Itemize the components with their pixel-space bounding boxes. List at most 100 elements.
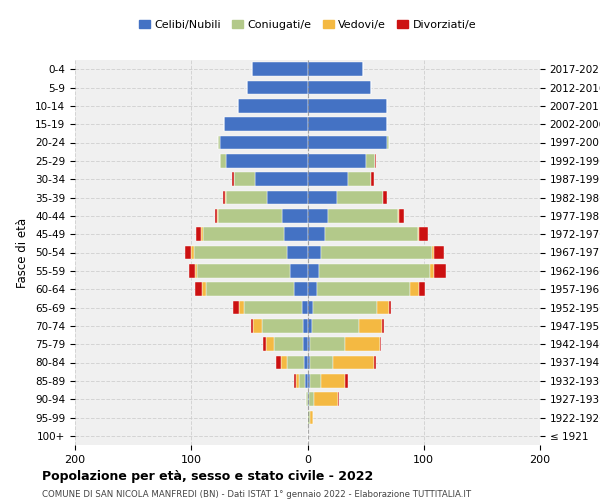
Bar <box>226 190 267 204</box>
Bar <box>225 190 226 204</box>
Bar <box>239 300 244 314</box>
Bar <box>308 300 313 314</box>
Bar <box>195 282 202 296</box>
Bar <box>185 246 191 260</box>
Bar <box>308 62 364 76</box>
Bar <box>380 338 381 351</box>
Bar <box>195 264 197 278</box>
Legend: Celibi/Nubili, Coniugati/e, Vedovi/e, Divorziati/e: Celibi/Nubili, Coniugati/e, Vedovi/e, Di… <box>134 16 481 34</box>
Bar <box>308 172 348 186</box>
Bar <box>226 154 308 168</box>
Bar <box>314 392 338 406</box>
Bar <box>419 228 428 241</box>
Bar <box>308 154 365 168</box>
Bar <box>434 264 446 278</box>
Bar <box>218 209 282 222</box>
Bar <box>386 136 389 149</box>
Bar <box>308 319 312 332</box>
Bar <box>220 136 308 149</box>
Bar <box>389 300 391 314</box>
Bar <box>308 374 310 388</box>
Bar <box>308 282 317 296</box>
Bar <box>296 374 299 388</box>
Bar <box>234 172 255 186</box>
Bar <box>418 228 419 241</box>
Bar <box>282 209 308 222</box>
Bar <box>302 300 308 314</box>
Bar <box>224 118 308 131</box>
Bar <box>281 356 287 370</box>
Bar <box>310 338 344 351</box>
Bar <box>262 319 303 332</box>
Bar <box>410 282 419 296</box>
Bar <box>284 228 308 241</box>
Bar <box>287 356 304 370</box>
Bar <box>333 356 374 370</box>
Bar <box>308 99 386 112</box>
Bar <box>217 209 218 222</box>
Bar <box>215 209 217 222</box>
Bar <box>310 356 333 370</box>
Bar <box>202 282 206 296</box>
Bar <box>308 264 319 278</box>
Bar <box>223 190 225 204</box>
Bar <box>308 190 337 204</box>
Bar <box>348 172 371 186</box>
Bar <box>194 246 287 260</box>
Bar <box>310 410 313 424</box>
Bar <box>238 99 308 112</box>
Bar <box>233 300 239 314</box>
Bar <box>303 338 308 351</box>
Bar <box>308 209 328 222</box>
Bar <box>196 228 200 241</box>
Bar <box>308 228 325 241</box>
Bar <box>304 356 308 370</box>
Bar <box>419 282 425 296</box>
Bar <box>377 300 389 314</box>
Bar <box>337 190 383 204</box>
Y-axis label: Fasce di età: Fasce di età <box>16 218 29 288</box>
Bar <box>317 282 410 296</box>
Bar <box>218 136 220 149</box>
Bar <box>398 209 400 222</box>
Bar <box>206 282 293 296</box>
Bar <box>308 246 322 260</box>
Bar <box>322 246 432 260</box>
Bar <box>308 338 310 351</box>
Bar <box>276 356 281 370</box>
Bar <box>310 374 322 388</box>
Bar <box>430 264 434 278</box>
Bar <box>253 319 262 332</box>
Bar <box>308 410 310 424</box>
Bar <box>266 338 274 351</box>
Bar <box>255 172 308 186</box>
Bar <box>247 80 308 94</box>
Bar <box>293 374 296 388</box>
Bar <box>308 136 386 149</box>
Bar <box>434 246 443 260</box>
Bar <box>328 209 398 222</box>
Bar <box>191 246 194 260</box>
Bar <box>374 356 376 370</box>
Bar <box>244 300 302 314</box>
Bar <box>287 246 308 260</box>
Bar <box>313 300 377 314</box>
Bar <box>293 282 308 296</box>
Bar <box>344 374 348 388</box>
Bar <box>308 80 371 94</box>
Bar <box>338 392 339 406</box>
Bar <box>383 190 386 204</box>
Bar <box>325 228 418 241</box>
Bar <box>308 118 386 131</box>
Bar <box>359 319 382 332</box>
Bar <box>232 172 234 186</box>
Bar <box>200 228 203 241</box>
Bar <box>290 264 308 278</box>
Bar <box>267 190 308 204</box>
Bar <box>251 319 253 332</box>
Bar <box>400 209 404 222</box>
Bar <box>305 374 308 388</box>
Bar <box>197 264 290 278</box>
Bar <box>308 392 314 406</box>
Bar <box>365 154 375 168</box>
